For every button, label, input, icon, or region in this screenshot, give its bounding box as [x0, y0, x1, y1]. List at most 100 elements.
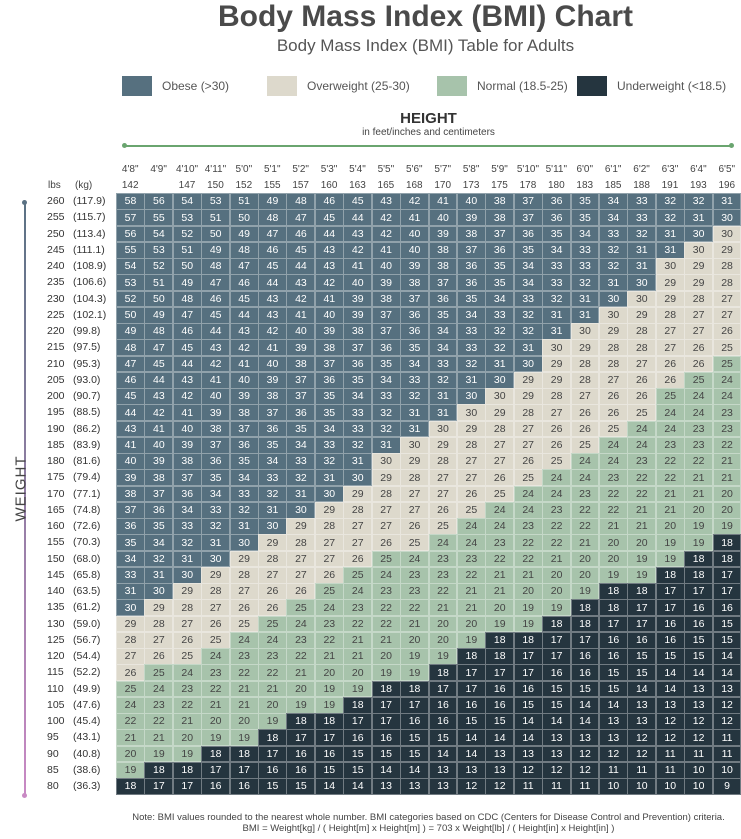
bmi-cell: 22 — [684, 453, 714, 470]
bmi-cell: 12 — [627, 745, 657, 763]
bmi-cell: 49 — [116, 323, 145, 340]
bmi-cell: 22 — [371, 615, 401, 633]
axis-dot — [22, 200, 27, 205]
note-formula: BMI = Weight[kg] / ( Height[m] x Height[… — [242, 823, 615, 834]
bmi-cell: 42 — [371, 209, 401, 226]
bmi-cell: 13 — [684, 696, 714, 714]
bmi-cell: 33 — [314, 436, 344, 454]
bmi-cell: 38 — [229, 404, 259, 421]
bmi-cell: 18 — [712, 550, 741, 568]
bmi-cell: 23 — [172, 680, 202, 698]
bmi-cell: 48 — [172, 290, 202, 308]
bmi-cell: 22 — [712, 436, 741, 454]
bmi-cell: 42 — [343, 241, 373, 259]
cm-tick-label: 155 — [263, 180, 281, 191]
bmi-cell: 19 — [258, 713, 287, 730]
bmi-cell: 35 — [400, 339, 429, 356]
bmi-cell: 14 — [655, 680, 685, 698]
bmi-cell: 36 — [201, 453, 231, 470]
bmi-cell: 25 — [513, 469, 543, 486]
bmi-cell: 30 — [684, 225, 714, 243]
bmi-cell: 20 — [456, 615, 486, 633]
bmi-cell: 12 — [570, 761, 600, 779]
bmi-cell: 13 — [542, 729, 572, 746]
bmi-cell: 19 — [400, 664, 429, 681]
bmi-cell: 29 — [485, 404, 515, 421]
bmi-cell: 22 — [172, 696, 202, 714]
bmi-cell: 30 — [314, 485, 344, 503]
bmi-cell: 29 — [286, 518, 316, 535]
bmi-cell: 20 — [172, 729, 202, 746]
bmi-cell: 39 — [229, 388, 259, 405]
bmi-cell: 27 — [684, 323, 714, 340]
bmi-cell: 41 — [172, 404, 202, 421]
bmi-cell: 20 — [598, 550, 628, 568]
weight-kg-label: (49.9) — [73, 682, 101, 695]
bmi-cell: 32 — [400, 388, 429, 405]
weight-kg-label: (117.9) — [73, 195, 106, 207]
bmi-cell: 32 — [201, 518, 231, 535]
weight-lbs-label: 120 — [47, 650, 65, 662]
bmi-cell: 26 — [598, 388, 628, 405]
bmi-cell: 16 — [570, 664, 600, 681]
bmi-cell: 19 — [371, 664, 401, 681]
bmi-cell: 40 — [400, 225, 429, 243]
bmi-cell: 14 — [570, 713, 600, 730]
weight-lbs-label: 100 — [47, 715, 65, 727]
bmi-cell: 22 — [598, 485, 628, 503]
bmi-cell: 21 — [456, 583, 486, 600]
bmi-cell: 33 — [201, 501, 231, 519]
bmi-cell: 21 — [684, 469, 714, 486]
bmi-cell: 15 — [513, 696, 543, 714]
bmi-cell: 34 — [513, 274, 543, 291]
bmi-cell: 49 — [229, 225, 259, 243]
weight-lbs-label: 150 — [47, 552, 65, 565]
bmi-cell: 18 — [400, 680, 429, 698]
bmi-cell: 34 — [428, 339, 458, 356]
height-tick-label: 5'7" — [434, 164, 451, 175]
bmi-cell: 25 — [428, 518, 458, 535]
bmi-cell: 41 — [229, 355, 259, 373]
bmi-cell: 41 — [258, 339, 287, 356]
bmi-cell: 46 — [229, 274, 259, 291]
bmi-cell: 28 — [343, 501, 373, 519]
weight-kg-label: (104.3) — [73, 292, 107, 305]
bmi-cell: 31 — [513, 339, 543, 356]
bmi-cell: 24 — [712, 371, 741, 389]
bmi-cell: 13 — [627, 713, 657, 730]
weight-lbs-label: 130 — [47, 617, 65, 630]
bmi-cell: 35 — [371, 355, 401, 373]
bmi-cell: 18 — [485, 631, 515, 649]
bmi-cell: 33 — [598, 225, 628, 243]
bmi-cell: 37 — [371, 306, 401, 324]
bmi-cell: 22 — [513, 550, 543, 568]
bmi-cell: 18 — [314, 713, 344, 730]
bmi-cell: 31 — [655, 241, 685, 259]
bmi-cell: 26 — [258, 599, 287, 616]
bmi-cell: 29 — [229, 550, 259, 568]
bmi-cell: 26 — [258, 583, 287, 600]
bmi-cell: 36 — [542, 193, 572, 210]
bmi-cell: 25 — [456, 501, 486, 519]
bmi-cell: 33 — [542, 274, 572, 291]
bmi-cell: 24 — [627, 420, 657, 438]
bmi-cell: 25 — [712, 355, 741, 373]
bmi-cell: 16 — [684, 615, 714, 633]
weight-kg-label: (65.8) — [73, 568, 101, 581]
bmi-cell: 31 — [343, 453, 373, 470]
bmi-cell: 44 — [229, 306, 259, 324]
bmi-cell: 16 — [229, 778, 259, 795]
legend-label: Underweight (<18.5) — [617, 79, 727, 93]
bmi-cell: 42 — [314, 274, 344, 291]
bmi-cell: 17 — [513, 664, 543, 681]
bmi-cell: 30 — [371, 453, 401, 470]
bmi-cell: 26 — [201, 615, 231, 633]
bmi-cell: 13 — [598, 729, 628, 746]
bmi-cell: 9 — [712, 778, 741, 795]
bmi-cell: 33 — [343, 404, 373, 421]
chart-title: Body Mass Index (BMI) Chart — [217, 0, 634, 33]
bmi-cell: 40 — [343, 274, 373, 291]
bmi-cell: 30 — [229, 534, 259, 551]
bmi-cell: 19 — [570, 583, 600, 600]
bmi-cell: 35 — [286, 420, 316, 438]
